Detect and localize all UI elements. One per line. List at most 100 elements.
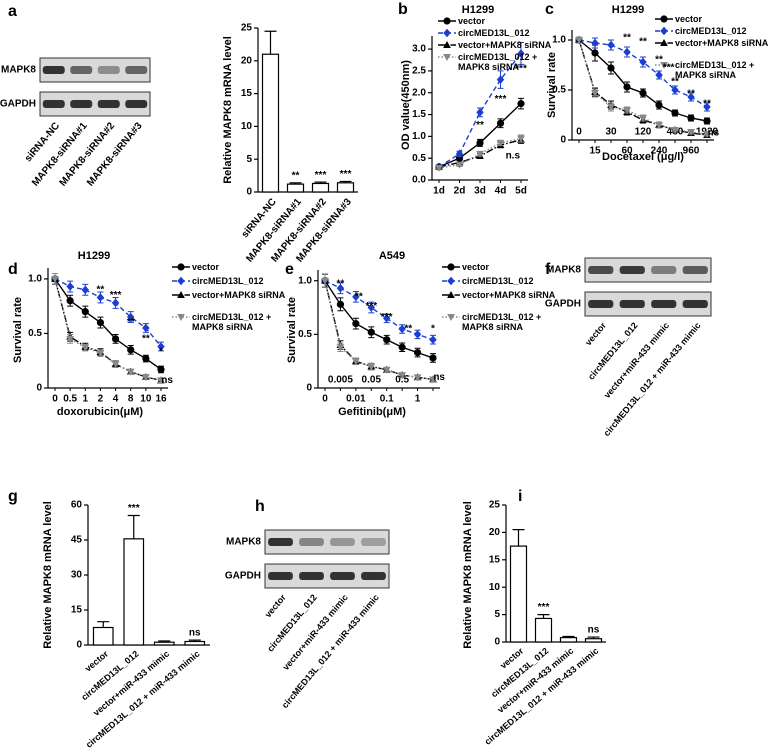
y-tick-label: 0 [560,135,566,146]
blot-band [268,538,293,546]
marker [607,104,615,112]
y-tick-label: 25 [241,23,253,34]
x-tick-label: 0.005 [328,375,353,386]
marker [351,358,360,366]
legend-label: vector+MAPK8 siRNA [675,38,769,48]
y-tick-label: 5 [494,609,500,620]
annotation: ns [708,128,720,139]
x-tick-label: 0.01 [346,394,366,405]
marker [455,161,464,169]
x-tick-label: 960 [683,146,700,157]
x-tick-label: 3d [474,186,486,197]
x-tick-label: 0.5 [395,375,409,386]
marker [126,368,135,376]
y-tick-label: 15 [241,88,253,99]
annotation: ** [639,37,647,48]
annotation: *** [515,63,527,74]
bar [559,637,578,643]
marker [703,102,711,112]
annotation: ns [433,372,445,383]
annotation: ** [127,317,135,328]
y-tick-label: 1.0 [28,274,42,285]
y-tick-label: 2.5 [412,66,426,77]
marker [517,100,525,108]
y-axis-label: OD value(450nm) [400,60,412,150]
bar [153,641,175,646]
x-tick-label: vector [83,648,111,673]
y-tick-label: 0 [306,383,312,394]
annotation: ** [671,77,679,88]
marker [398,324,406,334]
x-tick-label: 2 [98,394,104,405]
marker [639,89,647,97]
marker [413,348,422,357]
marker [671,127,679,135]
marker [352,292,360,302]
marker [413,330,422,339]
marker [111,298,120,308]
panel-label: h [255,498,265,515]
marker [96,318,105,327]
panel-label: a [8,3,17,20]
marker [476,108,484,117]
error-bar [97,621,110,628]
marker [157,365,165,374]
chart-title: H1299 [78,250,110,262]
legend-label: circMED13L_012 [675,26,747,36]
blot-band [70,100,93,108]
y-tick-label: 25 [489,500,501,511]
y-tick-label: 1.5 [412,109,426,120]
marker [435,164,443,172]
marker [321,277,329,285]
error-bar [158,640,171,643]
annotation: ** [687,89,695,100]
legend-marker [660,38,668,46]
series-line [324,280,434,381]
marker [687,92,695,102]
annotation: ** [142,334,150,345]
y-tick-label: 1.0 [412,131,426,142]
marker [703,117,711,125]
blot-row-label: MAPK8 [226,537,261,548]
y-axis-label: Survival rate [286,297,298,363]
marker [639,57,647,67]
bar [123,538,145,646]
annotation: ** [623,33,631,44]
x-tick-label: 1 [415,394,421,405]
x-axis-label: doxorubicin(μM) [57,406,144,418]
marker [455,149,464,159]
legend-marker [443,17,451,25]
error-bar [537,614,550,619]
legend-marker [177,276,185,286]
annotation: *** [365,301,377,312]
legend-label: circMED13L_012 + MAPK8 siRNA [675,60,755,80]
x-tick-label: 15 [589,146,601,157]
legend-marker [177,290,185,298]
annotation: *** [381,312,393,323]
marker [476,150,484,158]
legend-marker [447,314,455,322]
bar [336,182,355,193]
blot-band [619,266,645,274]
chart-title: H1299 [462,4,494,16]
marker [607,64,615,72]
marker [126,312,135,322]
marker [517,135,525,143]
marker [703,131,711,139]
bar [184,640,206,646]
error-bar [587,636,600,639]
marker [687,114,695,122]
error-bar [339,180,352,183]
x-tick-label: 1 [83,394,89,405]
marker [655,70,663,80]
chart-title: A549 [379,250,405,262]
y-tick-label: 1.0 [552,35,566,46]
marker [517,49,525,58]
blot-band [361,572,386,580]
x-tick-label: 60 [621,146,633,157]
marker [336,300,345,308]
marker [575,37,583,45]
blot-band [125,100,148,108]
x-tick-label: 8 [128,394,134,405]
annotation: ** [703,99,711,110]
